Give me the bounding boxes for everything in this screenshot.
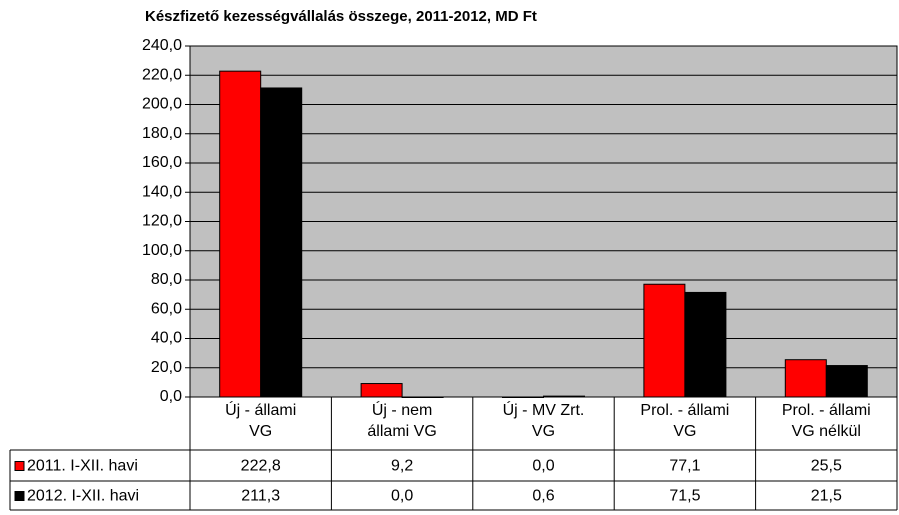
bar: [784, 359, 827, 398]
x-tick-label: Új - nem állami VG: [367, 402, 437, 440]
y-tick-label: 40,0: [151, 330, 182, 347]
y-tick-label: 60,0: [151, 300, 182, 317]
data-label: 222,8: [241, 458, 281, 475]
data-label: 9,2: [391, 458, 413, 475]
legend-key: [14, 491, 25, 501]
y-tick-label: 180,0: [142, 125, 182, 142]
bar: [360, 383, 403, 398]
data-label: 21,5: [811, 488, 842, 505]
x-tick-label: Prol. - állami VG nélkül: [781, 402, 871, 440]
x-tick-label: Új - MV Zrt. VG: [502, 402, 585, 440]
data-label: 0,0: [532, 458, 554, 475]
x-tick-label: Új - állami VG: [225, 402, 297, 440]
legend-label: 2012. I-XII. havi: [27, 488, 139, 505]
data-label: 211,3: [241, 488, 280, 505]
y-tick-label: 240,0: [142, 37, 182, 54]
y-tick-label: 220,0: [142, 66, 182, 83]
y-tick-label: 140,0: [142, 183, 182, 200]
bar: [825, 365, 868, 398]
bar: [260, 87, 303, 398]
y-tick-label: 120,0: [142, 213, 182, 230]
data-label: 0,0: [391, 488, 413, 505]
y-tick-label: 200,0: [142, 96, 182, 113]
chart-title: Készfizető kezességvállalás összege, 201…: [145, 8, 537, 25]
x-tick-label: Prol. - állami VG: [640, 402, 730, 440]
data-label: 77,1: [669, 458, 700, 475]
y-tick-label: 0,0: [160, 388, 182, 405]
bar: [643, 283, 686, 398]
legend-key: [14, 461, 25, 471]
y-tick-label: 80,0: [151, 271, 182, 288]
y-tick-label: 160,0: [142, 154, 182, 171]
data-label: 71,5: [669, 488, 700, 505]
legend-label: 2011. I-XII. havi: [27, 458, 138, 475]
data-label: 0,6: [532, 488, 554, 505]
data-label: 25,5: [811, 458, 842, 475]
bar: [219, 70, 262, 398]
bar: [684, 291, 727, 398]
y-tick-label: 20,0: [151, 359, 182, 376]
y-tick-label: 100,0: [142, 242, 182, 259]
